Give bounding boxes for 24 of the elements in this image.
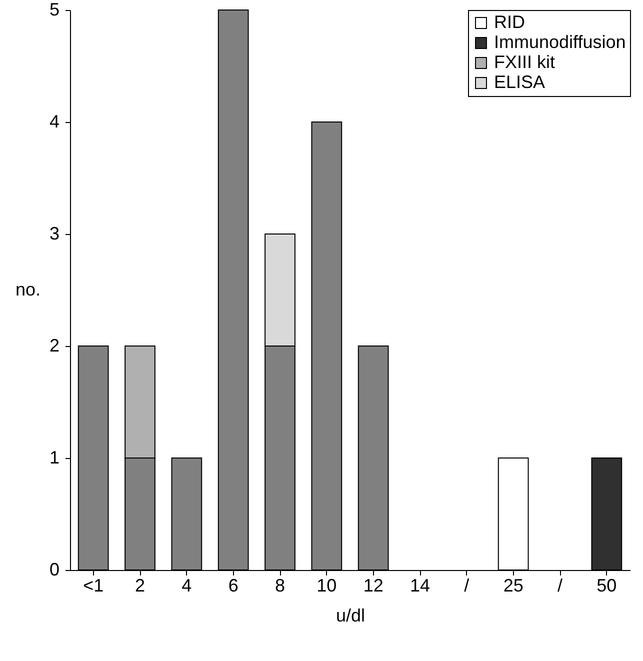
legend-label: RID [494,12,525,32]
x-tick-label: 14 [410,576,430,596]
y-tick-label: 2 [49,336,60,356]
y-axis-title: no. [15,280,40,300]
y-tick-label: 5 [49,0,60,20]
x-tick-label: 8 [274,576,286,596]
y-tick-label: 1 [49,448,60,468]
x-tick-label: 25 [503,576,524,596]
x-tick-label: 2 [134,576,146,596]
legend-label: ELISA [494,72,546,92]
x-tick-label: 12 [363,576,384,596]
y-tick-label: 0 [49,560,60,580]
x-tick-label: <1 [83,576,104,596]
x-tick-label: 4 [182,576,192,596]
x-axis-title: u/dl [336,606,366,626]
x-tick-label: / [557,576,563,596]
y-tick-label: 4 [49,112,60,132]
y-tick-label: 3 [49,224,60,244]
x-tick-label: 6 [228,576,238,596]
x-tick-label: 50 [596,576,617,596]
legend-label: Immunodiffusion [494,32,626,52]
legend-label: FXIII kit [494,52,556,72]
x-tick-label: / [464,576,470,596]
x-tick-label: 10 [316,576,337,596]
